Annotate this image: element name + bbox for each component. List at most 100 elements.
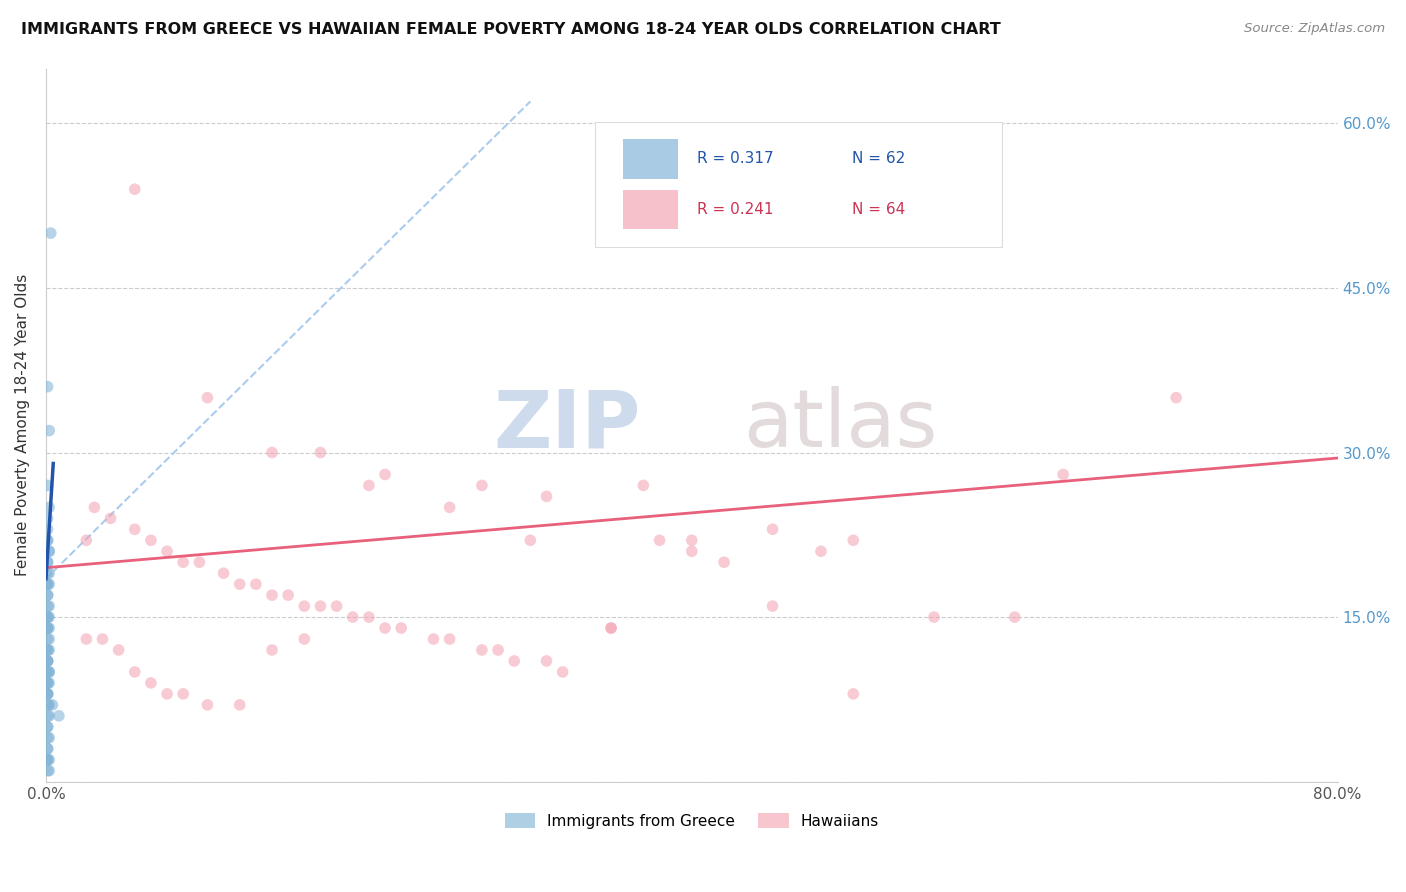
Point [761, 522, 783, 536]
Point [519, 533, 541, 548]
Point [38, 764, 60, 778]
Point [38, 676, 60, 690]
Point [38, 731, 60, 745]
Point [38, 643, 60, 657]
Point [357, 478, 380, 492]
Point [139, 533, 162, 548]
Point [37, 720, 59, 734]
Point [38, 665, 60, 679]
Point [439, 632, 461, 646]
Point [37, 478, 59, 492]
Point [551, 665, 574, 679]
Point [37, 643, 59, 657]
Point [37, 533, 59, 548]
Point [228, 698, 250, 712]
Point [38, 665, 60, 679]
FancyBboxPatch shape [623, 190, 678, 229]
Text: R = 0.241: R = 0.241 [697, 202, 773, 218]
Point [38, 632, 60, 646]
Point [37, 632, 59, 646]
Point [228, 577, 250, 591]
FancyBboxPatch shape [595, 122, 1002, 247]
Point [37, 621, 59, 635]
Point [922, 610, 945, 624]
Point [37, 708, 59, 723]
Point [37, 741, 59, 756]
Point [37, 566, 59, 581]
Point [37, 665, 59, 679]
Point [37, 610, 59, 624]
Point [124, 182, 146, 196]
Point [37, 511, 59, 525]
Point [197, 391, 219, 405]
Point [38, 698, 60, 712]
Point [309, 599, 332, 614]
Point [37, 676, 59, 690]
Point [37, 654, 59, 668]
Point [37, 577, 59, 591]
Point [648, 533, 671, 548]
Point [37, 599, 59, 614]
Point [37, 654, 59, 668]
Point [197, 698, 219, 712]
Point [124, 522, 146, 536]
Point [842, 687, 865, 701]
Point [37, 555, 59, 569]
Point [536, 490, 558, 504]
Point [172, 555, 194, 569]
FancyBboxPatch shape [623, 139, 678, 178]
Point [139, 676, 162, 690]
Point [37, 643, 59, 657]
Point [75, 533, 97, 548]
Point [503, 654, 526, 668]
Point [681, 544, 703, 558]
Point [48, 708, 70, 723]
Legend: Immigrants from Greece, Hawaiians: Immigrants from Greece, Hawaiians [498, 806, 886, 835]
Point [439, 500, 461, 515]
Point [188, 555, 211, 569]
Point [38, 544, 60, 558]
Point [486, 643, 509, 657]
Point [38, 577, 60, 591]
Point [681, 533, 703, 548]
Point [38, 424, 60, 438]
Point [38, 599, 60, 614]
Point [75, 632, 97, 646]
Point [761, 599, 783, 614]
Text: Source: ZipAtlas.com: Source: ZipAtlas.com [1244, 22, 1385, 36]
Point [1166, 391, 1188, 405]
Point [37, 764, 59, 778]
Point [38, 753, 60, 767]
Point [810, 544, 832, 558]
Point [260, 643, 283, 657]
Point [37, 753, 59, 767]
Text: N = 62: N = 62 [852, 152, 905, 167]
Point [245, 577, 267, 591]
Point [100, 511, 122, 525]
Point [600, 621, 623, 635]
Point [357, 610, 380, 624]
Point [37, 720, 59, 734]
Text: IMMIGRANTS FROM GREECE VS HAWAIIAN FEMALE POVERTY AMONG 18-24 YEAR OLDS CORRELAT: IMMIGRANTS FROM GREECE VS HAWAIIAN FEMAL… [21, 22, 1001, 37]
Point [422, 632, 444, 646]
Point [37, 654, 59, 668]
Y-axis label: Female Poverty Among 18-24 Year Olds: Female Poverty Among 18-24 Year Olds [15, 274, 30, 576]
Point [91, 632, 114, 646]
Point [39, 226, 62, 240]
Point [172, 687, 194, 701]
Point [38, 708, 60, 723]
Point [37, 753, 59, 767]
Text: atlas: atlas [744, 386, 938, 464]
Point [713, 555, 735, 569]
Point [842, 533, 865, 548]
Point [37, 676, 59, 690]
Point [260, 588, 283, 602]
Point [37, 555, 59, 569]
Point [633, 478, 655, 492]
Point [83, 500, 105, 515]
Point [260, 445, 283, 459]
Point [37, 533, 59, 548]
Point [600, 621, 623, 635]
Point [325, 599, 347, 614]
Point [37, 380, 59, 394]
